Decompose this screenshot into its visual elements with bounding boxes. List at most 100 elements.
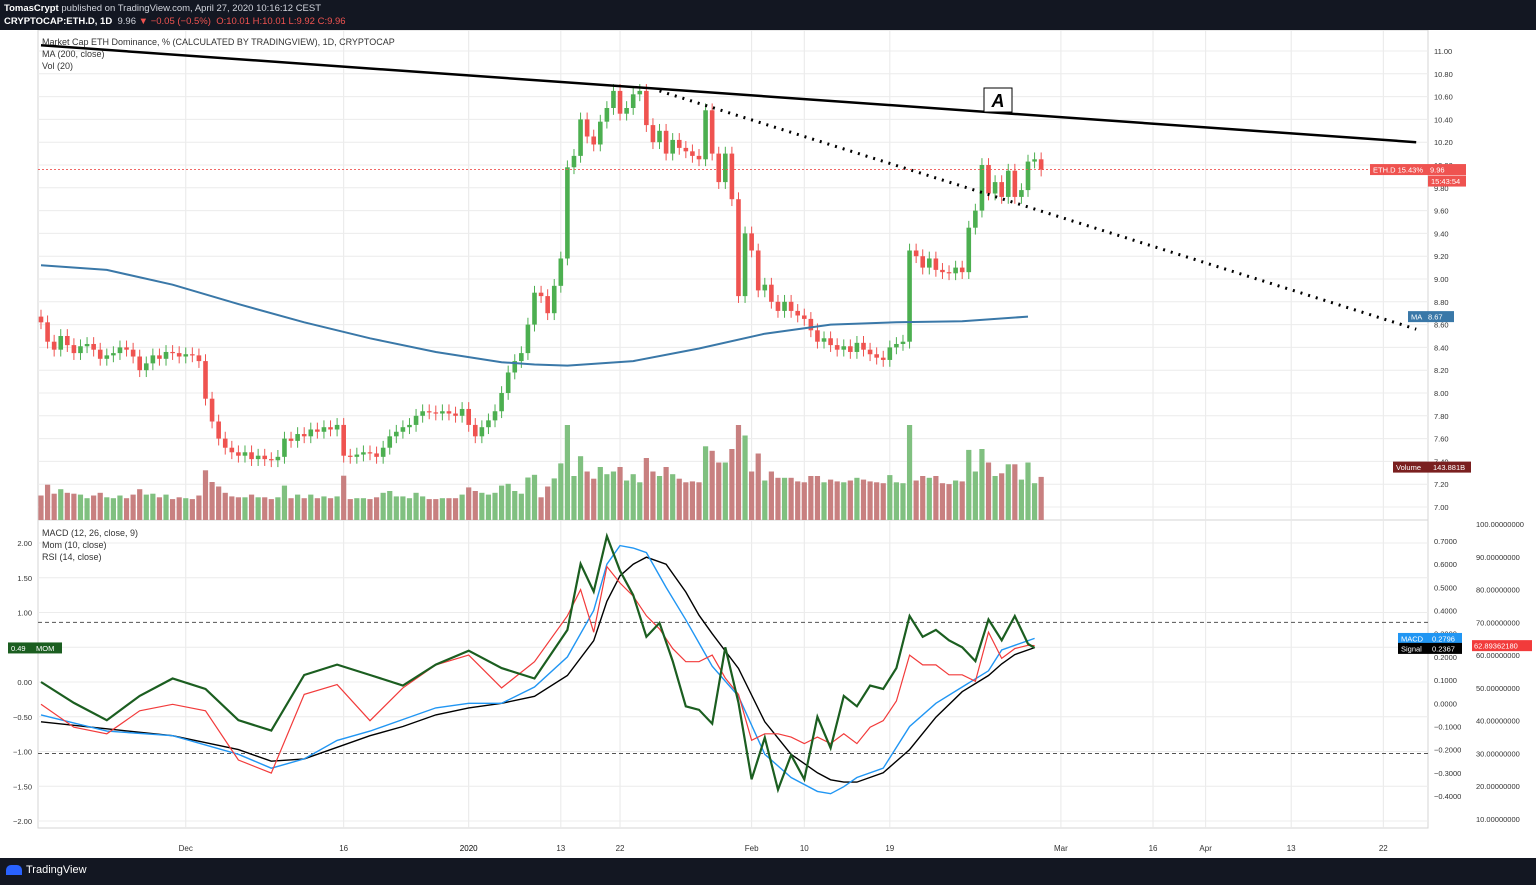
candle — [492, 411, 498, 421]
volume-bar — [452, 498, 459, 520]
mom-tag[interactable]: 0.49 MOM — [8, 642, 62, 654]
candle — [269, 459, 274, 461]
price-tag-text: 9.96 — [1430, 166, 1445, 175]
candle — [117, 347, 123, 354]
x-tick-label: 2020 — [460, 844, 478, 853]
volume-bar — [887, 475, 893, 520]
candle — [538, 292, 544, 297]
candle — [973, 210, 978, 228]
volume-bar — [209, 482, 215, 520]
candle — [249, 452, 254, 460]
grid — [37, 30, 1429, 829]
volume-bar — [327, 498, 334, 520]
countdown-tag-text: 15:43:54 — [1431, 177, 1460, 186]
volume-bar — [999, 473, 1005, 520]
candle — [472, 424, 478, 437]
candle — [407, 424, 412, 428]
volume-bar — [58, 489, 64, 520]
mom-tick-label: 1.50 — [17, 574, 32, 583]
chart-svg[interactable]: Dec 16 2020 13 22 Feb 10 19 Mar 16 Apr 13 22 11.00 10.… — [0, 30, 1536, 858]
volume-bar — [373, 497, 380, 520]
volume-bar — [426, 499, 432, 520]
macd-tag[interactable]: MACD 0.2796 — [1398, 632, 1462, 644]
volume-bar — [545, 486, 551, 520]
candle — [176, 353, 182, 357]
rsi-tick-label: 50.00000000 — [1476, 684, 1520, 693]
candle — [341, 424, 346, 456]
ohlc-values: O:10.01 H:10.01 L:9.92 C:9.96 — [216, 16, 346, 27]
candle — [551, 285, 557, 314]
candle — [834, 345, 840, 350]
price-change: −0.05 (−0.5%) — [150, 16, 211, 27]
ma-tag[interactable]: MA 8.67 — [1408, 311, 1454, 323]
volume-bar — [762, 480, 768, 520]
candle — [387, 436, 393, 448]
countdown-tag[interactable]: 15:43:54 — [1428, 175, 1466, 187]
rsi-tag[interactable]: 62.89362180 — [1472, 640, 1532, 652]
volume-bar — [775, 477, 781, 520]
volume-tag-text: 143.881B — [1433, 463, 1465, 472]
tradingview-logo[interactable]: TradingView — [6, 864, 87, 876]
volume-bar — [1018, 479, 1025, 520]
volume-bar — [216, 486, 222, 520]
candle — [433, 412, 439, 414]
ma-tag-bg — [1408, 311, 1454, 323]
volume-bar — [1038, 476, 1044, 520]
volume-bar — [722, 462, 728, 520]
candle — [762, 284, 768, 291]
price-tick-label: 8.60 — [1434, 321, 1449, 330]
candle — [894, 343, 899, 348]
volume-bar — [420, 496, 426, 520]
volume-bar — [150, 493, 156, 520]
candle — [163, 351, 169, 359]
candle — [479, 427, 485, 437]
signal-tag[interactable]: Signal 0.2367 — [1398, 642, 1462, 654]
candle — [38, 316, 44, 323]
volume-bar — [242, 497, 248, 520]
ma-study-label: MA (200, close) — [42, 49, 105, 59]
candle — [361, 452, 366, 455]
candle — [374, 453, 379, 457]
vol-study-label: Vol (20) — [42, 61, 73, 71]
candle — [51, 341, 57, 350]
candle — [729, 153, 735, 200]
candle — [262, 455, 268, 460]
publisher-name[interactable]: TomasCrypt — [4, 3, 59, 14]
volume-tag[interactable]: Volume 143.881B — [1393, 461, 1471, 473]
price-pane[interactable] — [37, 30, 1429, 521]
price-tick-label: 9.80 — [1434, 184, 1449, 193]
volume-bar — [781, 477, 788, 520]
annotation-box[interactable] — [983, 87, 1013, 113]
volume-bar — [985, 462, 992, 520]
price-tick-label: 9.20 — [1434, 252, 1449, 261]
candle — [723, 153, 728, 183]
price-axes[interactable]: Dec 16 2020 13 22 Feb 10 19 Mar 16 Apr 13 22 11.00 10.… — [8, 47, 1532, 853]
brand-name: TradingView — [26, 864, 87, 876]
price-tag[interactable]: ETH.D 15.43% 9.96 — [1370, 164, 1466, 176]
volume-bar — [295, 494, 301, 520]
candle — [255, 455, 261, 460]
price-tick-label: 7.60 — [1434, 435, 1449, 444]
candle — [466, 408, 471, 425]
rsi-line — [40, 565, 1035, 774]
candle — [170, 351, 175, 354]
candles — [38, 84, 1044, 468]
volume-bar — [1031, 483, 1038, 520]
candle — [867, 349, 873, 355]
candle — [815, 330, 820, 342]
volume-bar — [268, 499, 274, 520]
indicator-pane[interactable] — [37, 519, 1429, 829]
candle — [598, 121, 603, 145]
volume-bar — [143, 494, 149, 520]
volume-bar — [281, 485, 288, 520]
price-tick-label: 7.80 — [1434, 412, 1449, 421]
candle — [97, 349, 103, 359]
x-tick-label: Dec — [179, 844, 193, 853]
candle — [525, 324, 531, 354]
volume-bar — [512, 491, 518, 520]
mom-tick-label: −2.00 — [13, 817, 32, 826]
candle — [334, 424, 340, 430]
macd-tick-label: −0.4000 — [1434, 792, 1461, 801]
mom-tick-label: 0.00 — [17, 678, 32, 687]
chart-area[interactable]: Dec 16 2020 13 22 Feb 10 19 Mar 16 Apr 13 22 11.00 10.… — [0, 30, 1536, 858]
